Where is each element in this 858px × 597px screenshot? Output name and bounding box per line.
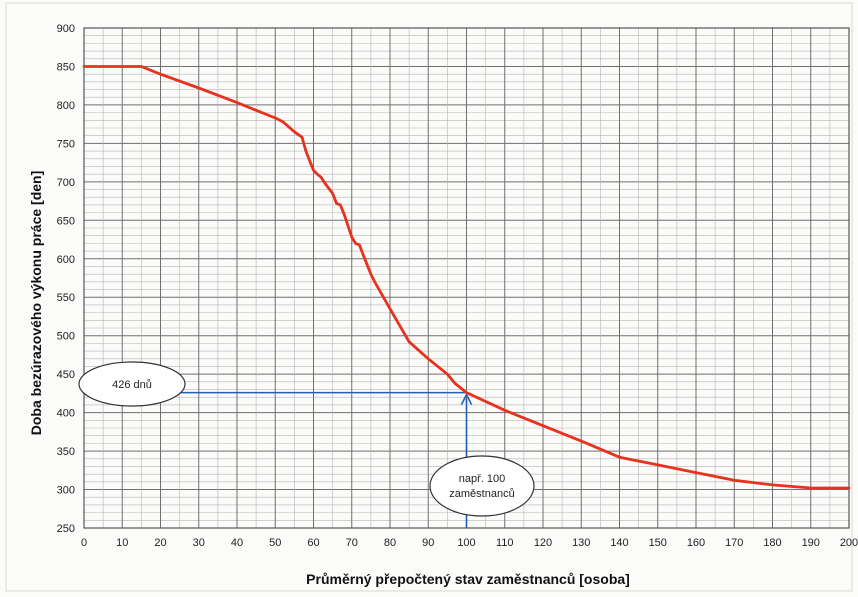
x-tick-label: 0: [81, 537, 87, 549]
y-tick-label: 550: [57, 292, 75, 304]
y-axis-title: Doba bezúrazového výkonu práce [den]: [28, 171, 44, 436]
callout-employees-bubble: [429, 455, 535, 517]
callout-employees-line: zaměstnanců: [449, 488, 514, 500]
callout-days-bubble: [78, 361, 186, 407]
y-tick-label: 500: [57, 331, 75, 343]
x-tick-label: 40: [231, 537, 243, 549]
x-tick-label: 190: [802, 537, 820, 549]
tick-labels: 2503003504004505005506006507007508008509…: [57, 23, 858, 549]
x-tick-label: 100: [457, 537, 475, 549]
x-tick-label: 70: [346, 537, 358, 549]
y-tick-label: 250: [57, 523, 75, 535]
y-tick-label: 400: [57, 408, 75, 420]
x-tick-label: 80: [384, 537, 396, 549]
callout-employees-line: např. 100: [459, 473, 505, 485]
y-tick-label: 850: [57, 61, 75, 73]
y-tick-label: 650: [57, 215, 75, 227]
x-tick-label: 180: [763, 537, 781, 549]
y-tick-label: 600: [57, 254, 75, 266]
series-line: [82, 65, 851, 490]
x-tick-label: 110: [496, 537, 514, 549]
callout-days-text: 426 dnů: [112, 379, 152, 391]
y-tick-label: 350: [57, 446, 75, 458]
y-tick-label: 900: [57, 23, 75, 35]
up-arrow-icon: [460, 392, 473, 405]
chart-border: [5, 2, 853, 592]
grid: [83, 27, 850, 529]
x-axis-title: Průměrný přepočtený stav zaměstnanců [os…: [306, 571, 630, 587]
y-tick-label: 800: [57, 100, 75, 112]
x-tick-label: 30: [193, 537, 205, 549]
x-tick-label: 200: [840, 537, 858, 549]
x-tick-label: 140: [610, 537, 628, 549]
y-tick-label: 450: [57, 369, 75, 381]
x-tick-label: 90: [422, 537, 434, 549]
y-tick-label: 700: [57, 177, 75, 189]
x-tick-label: 20: [154, 537, 166, 549]
x-tick-label: 150: [649, 537, 667, 549]
x-tick-label: 160: [687, 537, 705, 549]
x-tick-label: 170: [725, 537, 743, 549]
y-tick-label: 750: [57, 138, 75, 150]
x-tick-label: 130: [572, 537, 590, 549]
x-tick-label: 60: [307, 537, 319, 549]
callouts: 426 dnů např. 100 zaměstnanců: [78, 361, 535, 517]
x-tick-label: 120: [534, 537, 552, 549]
x-tick-label: 10: [116, 537, 128, 549]
callout-employees-text: např. 100 zaměstnanců: [449, 473, 514, 500]
x-tick-label: 50: [269, 537, 281, 549]
y-tick-label: 300: [57, 485, 75, 497]
annotations: [84, 386, 473, 528]
